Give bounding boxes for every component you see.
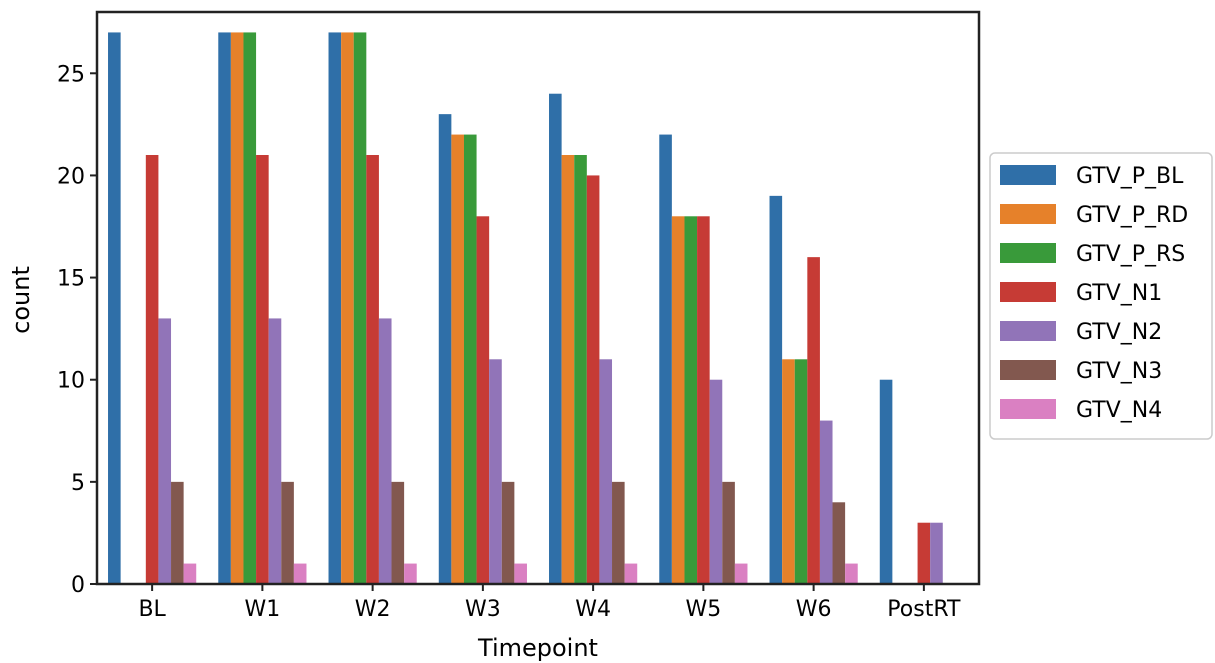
legend-swatch — [1000, 204, 1056, 224]
bar-gtv-n3-w5 — [722, 481, 735, 584]
bar-gtv-n2-w6 — [819, 420, 833, 584]
bar-gtv-n4-w1 — [293, 563, 307, 584]
bar-gtv-n2-postrt — [930, 522, 943, 584]
bar-gtv-p-rd-w3 — [451, 134, 464, 584]
legend: GTV_P_BL GTV_P_RD GTV_P_RS GTV_N1 GTV_N2 GTV_… — [989, 152, 1213, 440]
bar-gtv-n2-bl — [158, 318, 172, 584]
legend-label: GTV_N2 — [1076, 320, 1162, 345]
bar-gtv-p-bl-postrt — [879, 379, 893, 584]
y-tick-label: 15 — [57, 267, 85, 292]
legend-swatch — [1000, 243, 1056, 263]
bar-gtv-n4-w5 — [734, 563, 748, 584]
bar-gtv-n1-w6 — [807, 257, 820, 584]
bar-gtv-p-bl-w6 — [769, 195, 783, 585]
bar-gtv-p-bl-w4 — [549, 93, 562, 585]
x-tick-label: W3 — [465, 597, 501, 622]
bar-gtv-n2-w4 — [599, 359, 613, 584]
y-tick-label: 10 — [57, 369, 85, 394]
bar-gtv-n4-bl — [183, 563, 197, 584]
legend-swatch — [1000, 282, 1056, 302]
y-axis-label: count — [7, 266, 35, 334]
y-tick-label: 0 — [71, 573, 85, 598]
bar-gtv-p-rd-w2 — [341, 32, 354, 585]
bar-gtv-n1-w5 — [697, 216, 710, 585]
bar-gtv-p-bl-w2 — [328, 32, 342, 585]
bar-gtv-n1-w4 — [586, 175, 600, 584]
x-tick-label: W6 — [796, 597, 832, 622]
legend-label: GTV_P_RS — [1076, 242, 1185, 267]
bar-gtv-n3-w1 — [281, 481, 294, 584]
plot-frame — [95, 10, 981, 586]
bar-gtv-n1-w3 — [476, 216, 490, 585]
legend-swatch — [1000, 165, 1056, 185]
x-tick-label: W1 — [245, 597, 281, 622]
x-axis-ticks: BL W1 W2 W3 W4 W5 W6 PostRT — [138, 584, 961, 622]
bar-gtv-p-rd-w5 — [671, 216, 685, 585]
bar-gtv-p-bl-w5 — [659, 134, 672, 584]
bar-gtv-n1-w2 — [366, 155, 379, 584]
bar-gtv-p-bl-w3 — [438, 114, 452, 584]
legend-label: GTV_P_BL — [1076, 164, 1184, 189]
legend-label: GTV_N4 — [1076, 398, 1162, 423]
x-tick-label: PostRT — [887, 597, 961, 622]
bar-gtv-n4-w2 — [404, 563, 417, 584]
bar-gtv-n2-w1 — [268, 318, 282, 584]
bar-gtv-n2-w2 — [378, 318, 392, 584]
bar-gtv-p-rd-w4 — [561, 155, 575, 584]
legend-swatch — [1000, 399, 1056, 419]
y-tick-label: 20 — [57, 164, 85, 189]
bar-gtv-n2-w5 — [709, 379, 723, 584]
legend-label: GTV_P_RD — [1076, 203, 1188, 228]
bar-gtv-p-rs-w3 — [463, 134, 477, 584]
legend-label: GTV_N3 — [1076, 359, 1162, 384]
x-axis-label: Timepoint — [477, 634, 598, 662]
bar-gtv-p-rs-w4 — [574, 155, 587, 584]
bar-gtv-n1-bl — [145, 155, 159, 584]
bar-gtv-p-rs-w6 — [794, 359, 808, 584]
bar-gtv-n4-w6 — [845, 563, 858, 584]
bar-gtv-p-rs-w1 — [243, 32, 257, 585]
bar-gtv-p-rs-w5 — [684, 216, 698, 585]
y-tick-label: 5 — [71, 471, 85, 496]
bar-gtv-n4-w4 — [624, 563, 638, 584]
bar-gtv-p-rd-w6 — [782, 359, 795, 584]
bar-gtv-p-bl-bl — [108, 32, 121, 585]
legend-label: GTV_N1 — [1076, 281, 1162, 306]
bar-gtv-n2-w3 — [489, 359, 502, 584]
bar-gtv-n3-w3 — [501, 481, 515, 584]
legend-swatch — [1000, 360, 1056, 380]
legend-swatch — [1000, 321, 1056, 341]
y-tick-label: 25 — [57, 62, 85, 87]
bar-gtv-n3-w2 — [391, 481, 405, 584]
bar-gtv-n1-postrt — [917, 522, 931, 584]
x-tick-label: W2 — [355, 597, 391, 622]
x-tick-label: W5 — [686, 597, 722, 622]
bar-gtv-n3-bl — [171, 481, 184, 584]
x-tick-label: W4 — [575, 597, 611, 622]
y-axis-ticks: 0 5 10 15 20 25 — [57, 62, 97, 598]
bars-group — [108, 32, 943, 585]
bar-gtv-n3-w6 — [832, 502, 846, 584]
bar-gtv-n1-w1 — [256, 155, 269, 584]
bar-gtv-n3-w4 — [612, 481, 625, 584]
bar-gtv-p-bl-w1 — [218, 32, 231, 585]
x-tick-label: BL — [138, 597, 166, 622]
bar-gtv-p-rs-w2 — [353, 32, 367, 585]
bar-gtv-n4-w3 — [514, 563, 527, 584]
bar-gtv-p-rd-w1 — [230, 32, 244, 585]
